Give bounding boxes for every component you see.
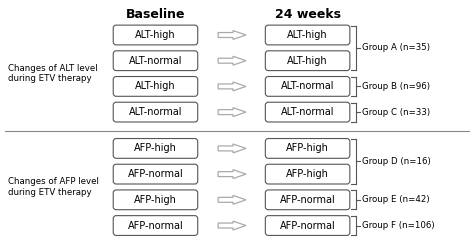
FancyBboxPatch shape <box>265 216 350 235</box>
Text: ALT-high: ALT-high <box>287 56 328 66</box>
Polygon shape <box>218 108 246 117</box>
FancyBboxPatch shape <box>265 77 350 96</box>
FancyBboxPatch shape <box>113 77 198 96</box>
Text: AFP-high: AFP-high <box>286 169 329 179</box>
FancyBboxPatch shape <box>265 25 350 45</box>
Text: ALT-high: ALT-high <box>135 30 176 40</box>
Text: Group A (n=35): Group A (n=35) <box>362 43 430 52</box>
Text: ALT-high: ALT-high <box>287 30 328 40</box>
Text: ALT-normal: ALT-normal <box>281 81 334 92</box>
Text: ALT-normal: ALT-normal <box>129 56 182 66</box>
Polygon shape <box>218 144 246 153</box>
Text: Group D (n=16): Group D (n=16) <box>362 157 431 166</box>
Text: ALT-high: ALT-high <box>135 81 176 92</box>
FancyBboxPatch shape <box>113 51 198 71</box>
FancyBboxPatch shape <box>113 139 198 158</box>
Text: ALT-normal: ALT-normal <box>281 107 334 117</box>
Polygon shape <box>218 30 246 40</box>
FancyBboxPatch shape <box>113 25 198 45</box>
Text: Group F (n=106): Group F (n=106) <box>362 221 435 230</box>
FancyBboxPatch shape <box>265 139 350 158</box>
Polygon shape <box>218 170 246 179</box>
Text: Changes of ALT level
during ETV therapy: Changes of ALT level during ETV therapy <box>9 64 98 83</box>
FancyBboxPatch shape <box>113 102 198 122</box>
Text: Group E (n=42): Group E (n=42) <box>362 195 430 204</box>
FancyBboxPatch shape <box>265 51 350 71</box>
Text: AFP-high: AFP-high <box>134 143 177 153</box>
FancyBboxPatch shape <box>265 102 350 122</box>
FancyBboxPatch shape <box>265 190 350 210</box>
Text: Changes of AFP level
during ETV therapy: Changes of AFP level during ETV therapy <box>9 177 99 197</box>
Text: AFP-normal: AFP-normal <box>128 221 183 231</box>
Text: Baseline: Baseline <box>126 8 185 21</box>
FancyBboxPatch shape <box>265 164 350 184</box>
Polygon shape <box>218 195 246 204</box>
Text: Group C (n=33): Group C (n=33) <box>362 108 430 117</box>
Text: AFP-normal: AFP-normal <box>280 195 336 205</box>
Text: ALT-normal: ALT-normal <box>129 107 182 117</box>
Polygon shape <box>218 56 246 65</box>
FancyBboxPatch shape <box>113 190 198 210</box>
Polygon shape <box>218 82 246 91</box>
Text: 24 weeks: 24 weeks <box>274 8 341 21</box>
Polygon shape <box>218 221 246 230</box>
Text: AFP-high: AFP-high <box>286 143 329 153</box>
FancyBboxPatch shape <box>113 216 198 235</box>
Text: Group B (n=96): Group B (n=96) <box>362 82 430 91</box>
FancyBboxPatch shape <box>113 164 198 184</box>
Text: AFP-normal: AFP-normal <box>280 221 336 231</box>
Text: AFP-normal: AFP-normal <box>128 169 183 179</box>
Text: AFP-high: AFP-high <box>134 195 177 205</box>
